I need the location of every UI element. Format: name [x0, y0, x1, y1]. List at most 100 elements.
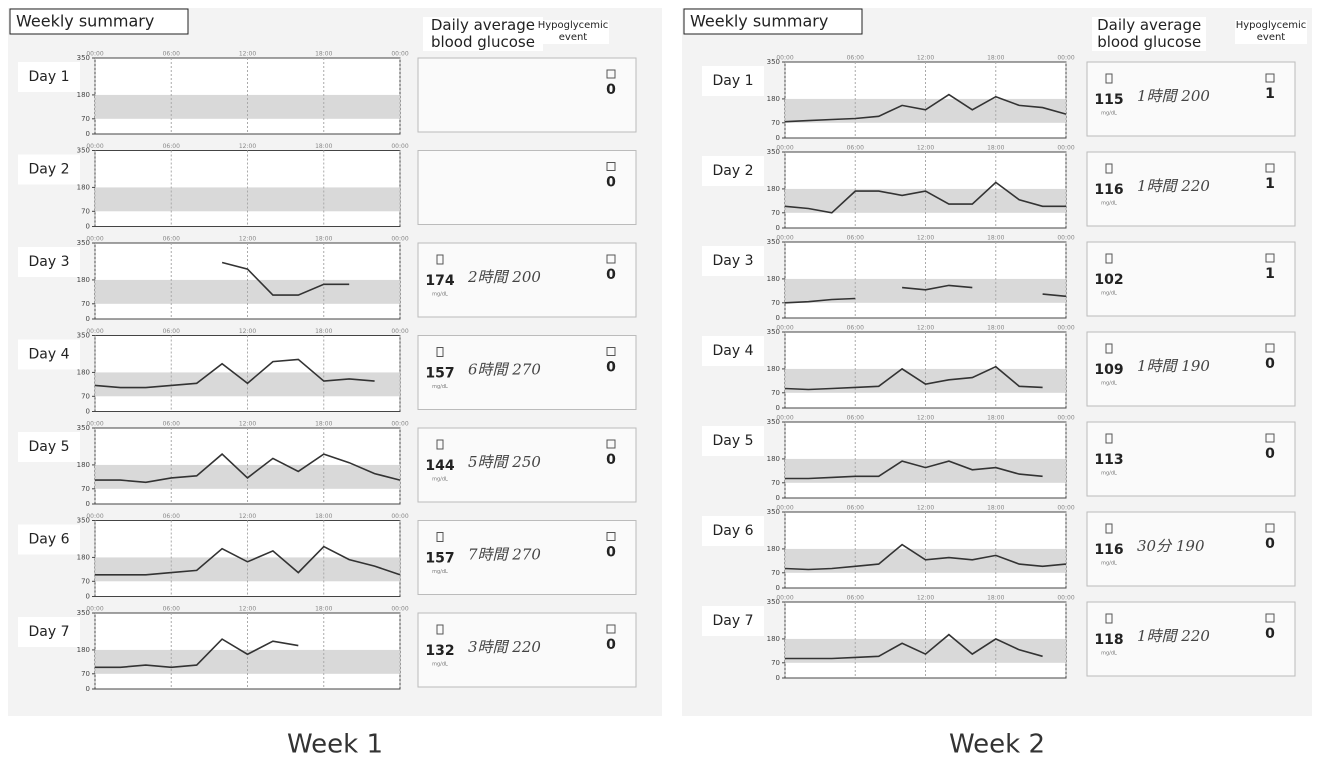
y-tick-label: 0 [86, 408, 90, 416]
meter-icon [1105, 613, 1113, 624]
summary-box [417, 427, 637, 503]
y-tick-label: 180 [77, 646, 90, 654]
glucose-line [95, 453, 401, 484]
day-label-box [18, 247, 80, 277]
x-tick-label: 06:00 [847, 505, 864, 512]
hypo-count: 1 [1265, 86, 1275, 102]
y-tick-label: 180 [77, 461, 90, 469]
meter-icon [1105, 73, 1113, 84]
avg-unit: mg/dL [1101, 471, 1117, 477]
glucose-line [95, 638, 299, 669]
hypo-icon [1265, 343, 1275, 353]
x-tick-label: 06:00 [163, 421, 180, 428]
title-box [683, 8, 863, 35]
hypo-icon [606, 69, 616, 79]
day-label: Day 5 [712, 433, 753, 449]
y-tick-label: 70 [81, 392, 90, 400]
hypo-icon [1265, 73, 1275, 83]
day-label-box [18, 339, 80, 370]
x-tick-label: 12:00 [917, 235, 934, 242]
hypo-icon [606, 439, 616, 449]
day-label: Day 3 [28, 254, 69, 270]
hypo-count: 0 [606, 175, 616, 191]
x-tick-label: 12:00 [917, 595, 934, 602]
day-label-box [18, 617, 80, 647]
y-tick-label: 350 [767, 508, 780, 516]
y-tick-label: 180 [767, 635, 780, 643]
x-tick-label: 00:00 [391, 51, 408, 58]
x-tick-label: 00:00 [391, 328, 408, 335]
y-tick-label: 70 [81, 207, 90, 215]
x-tick-label: 06:00 [847, 595, 864, 602]
handwritten-note: 1時間 220 [1137, 627, 1210, 645]
panel-title: Weekly summary [690, 12, 828, 31]
x-tick-label: 18:00 [315, 421, 332, 428]
avg-unit: mg/dL [432, 477, 448, 483]
y-tick-label: 0 [776, 224, 780, 232]
avg-unit: mg/dL [432, 569, 448, 575]
summary-box [417, 57, 637, 133]
x-tick-label: 12:00 [239, 328, 256, 335]
summary-box [1086, 61, 1296, 137]
x-tick-label: 00:00 [776, 325, 793, 332]
summary-box [1086, 421, 1296, 497]
handwritten-note: 7時間 270 [468, 546, 541, 564]
y-tick-label: 0 [776, 134, 780, 142]
meter-icon [436, 347, 444, 357]
x-tick-label: 18:00 [987, 505, 1004, 512]
day-label: Day 7 [712, 613, 753, 629]
y-tick-label: 70 [81, 670, 90, 678]
hypo-count: 0 [606, 267, 616, 283]
hypo-count: 0 [1265, 446, 1275, 462]
y-tick-label: 180 [77, 91, 90, 99]
y-tick-label: 0 [86, 315, 90, 323]
hypo-icon [606, 624, 616, 634]
y-tick-label: 0 [86, 223, 90, 231]
summary-box [1086, 511, 1296, 587]
avg-value: 157 [425, 366, 454, 382]
avg-unit: mg/dL [432, 662, 448, 668]
y-tick-label: 0 [86, 130, 90, 138]
week-caption: Week 1 [287, 730, 383, 758]
avg-unit: mg/dL [1101, 201, 1117, 207]
handwritten-note: 1時間 200 [1137, 87, 1210, 105]
x-tick-label: 00:00 [86, 328, 103, 335]
x-tick-label: 12:00 [917, 55, 934, 62]
y-tick-label: 350 [767, 598, 780, 606]
hypo-header: Hypoglycemic event [1235, 20, 1307, 44]
x-tick-label: 12:00 [239, 51, 256, 58]
day-label-box [702, 426, 764, 456]
hypo-icon [1265, 433, 1275, 443]
x-tick-label: 00:00 [391, 513, 408, 520]
x-tick-label: 00:00 [776, 595, 793, 602]
summary-box [1086, 241, 1296, 317]
day-label: Day 6 [712, 523, 753, 539]
hypo-count: 0 [606, 360, 616, 376]
meter-icon [1105, 523, 1113, 534]
glucose-line [785, 633, 1043, 660]
meter-icon [436, 624, 444, 635]
y-tick-label: 180 [767, 95, 780, 103]
hypo-icon [606, 347, 616, 356]
handwritten-note: 3時間 220 [468, 638, 541, 656]
x-tick-label: 06:00 [847, 55, 864, 62]
avg-value: 174 [425, 273, 454, 289]
x-tick-label: 00:00 [86, 606, 103, 613]
panel-title: Weekly summary [16, 12, 154, 31]
summary-box [1086, 601, 1296, 677]
y-tick-label: 180 [77, 276, 90, 284]
day-label-box [18, 154, 80, 185]
x-tick-label: 00:00 [776, 55, 793, 62]
avg-value: 132 [425, 643, 454, 659]
y-tick-label: 0 [776, 584, 780, 592]
avg-value: 116 [1094, 542, 1123, 558]
x-tick-label: 06:00 [163, 606, 180, 613]
avg-header: Daily average blood glucose [1092, 17, 1207, 51]
glucose-line [784, 181, 1066, 214]
x-tick-label: 00:00 [776, 145, 793, 152]
handwritten-note: 1時間 190 [1137, 357, 1210, 375]
y-tick-label: 0 [86, 685, 90, 693]
hypo-count: 0 [1265, 356, 1275, 372]
avg-value: 109 [1094, 362, 1123, 378]
day-label-box [702, 66, 764, 96]
